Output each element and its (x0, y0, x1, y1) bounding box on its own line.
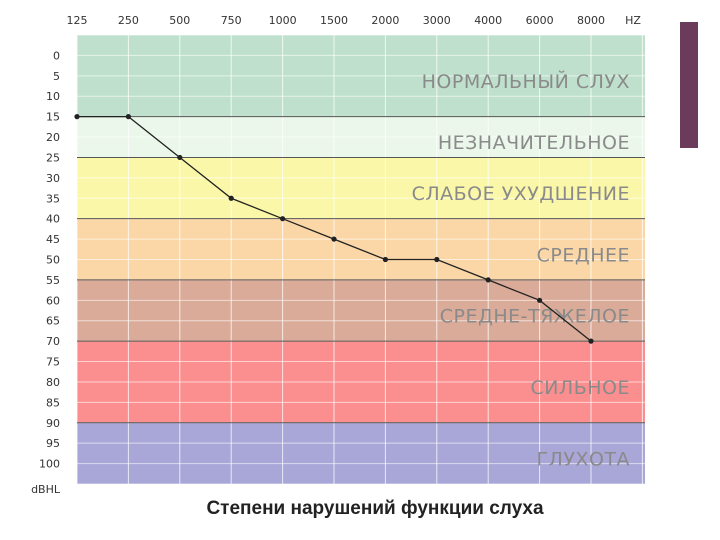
y-tick-label: 25 (46, 151, 60, 164)
data-point (331, 236, 337, 242)
y-tick-label: 20 (46, 131, 60, 144)
y-tick-label: 35 (46, 192, 60, 205)
band-2 (77, 157, 645, 219)
y-tick-label: 50 (46, 254, 60, 267)
x-tick-label: 1000 (269, 14, 297, 27)
y-tick-label: 55 (46, 274, 60, 287)
band-label-0: НОРМАЛЬНЫЙ СЛУХ (422, 70, 630, 93)
y-tick-label: 10 (46, 90, 60, 103)
data-point (177, 154, 183, 161)
y-tick-label: 60 (46, 294, 60, 307)
y-tick-label: 65 (46, 315, 60, 328)
chart-caption: Степени нарушений функции слуха (206, 498, 544, 519)
y-tick-label: 100 (39, 458, 60, 471)
band-label-3: СРЕДНЕЕ (537, 244, 630, 266)
data-point (485, 277, 491, 283)
y-tick-label: 75 (46, 356, 60, 369)
y-unit-label: dBHL (31, 483, 61, 496)
x-tick-label: 250 (118, 14, 139, 27)
data-point (125, 114, 131, 120)
x-unit-label: HZ (625, 14, 641, 27)
y-tick-label: 80 (46, 376, 60, 389)
data-point (280, 216, 286, 222)
y-tick-label: 45 (46, 233, 60, 246)
x-tick-label: 750 (221, 14, 242, 27)
y-tick-label: 95 (46, 437, 60, 450)
y-tick-label: 40 (46, 213, 60, 226)
x-tick-label: 3000 (423, 14, 451, 27)
data-point (228, 195, 234, 201)
x-tick-label: 6000 (526, 14, 554, 27)
band-6 (77, 422, 645, 484)
data-point (74, 114, 80, 120)
y-tick-label: 0 (53, 49, 60, 62)
y-tick-label: 30 (46, 172, 60, 185)
y-tick-label: 85 (46, 396, 60, 409)
band-label-2: СЛАБОЕ УХУДШЕНИЕ (412, 183, 630, 205)
band-label-6: ГЛУХОТА (536, 448, 630, 470)
x-tick-label: 2000 (371, 14, 399, 27)
x-tick-label: 4000 (474, 14, 502, 27)
y-tick-label: 90 (46, 417, 60, 430)
x-tick-label: 125 (67, 14, 88, 27)
band-label-5: СИЛЬНОЕ (530, 377, 630, 399)
x-tick-label: 500 (169, 14, 190, 27)
band-label-1: НЕЗНАЧИТЕЛЬНОЕ (438, 132, 630, 154)
x-tick-label: 1500 (320, 14, 348, 27)
y-tick-label: 5 (53, 70, 60, 83)
y-tick-label: 15 (46, 111, 60, 124)
data-point (537, 297, 543, 303)
band-label-4: СРЕДНЕ-ТЯЖЕЛОЕ (440, 306, 630, 328)
sidebar-accent-bar (680, 22, 698, 148)
y-tick-label: 70 (46, 335, 60, 348)
data-point (588, 338, 594, 344)
data-point (434, 256, 440, 263)
x-tick-label: 8000 (577, 14, 605, 27)
band-4 (77, 279, 645, 342)
data-point (382, 256, 388, 263)
